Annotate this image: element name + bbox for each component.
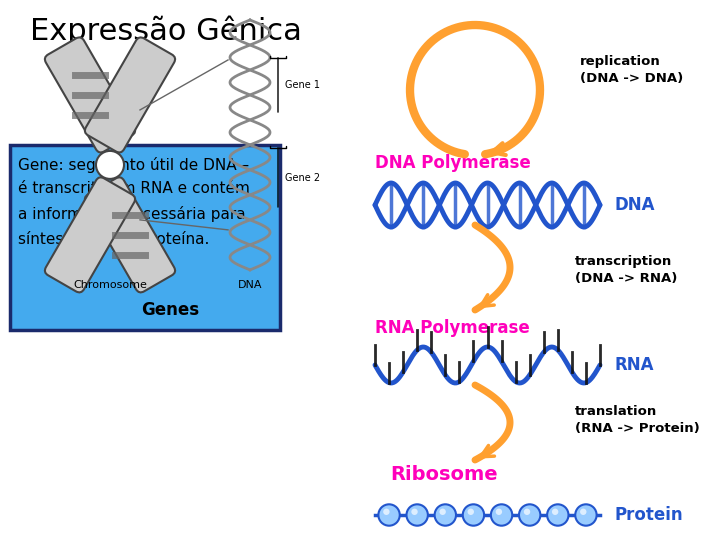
Circle shape: [552, 509, 558, 515]
Text: DNA: DNA: [615, 196, 655, 214]
Circle shape: [383, 509, 390, 515]
Text: DNA Polymerase: DNA Polymerase: [375, 154, 531, 172]
Text: transcription
(DNA -> RNA): transcription (DNA -> RNA): [575, 255, 678, 285]
Circle shape: [407, 504, 428, 525]
Text: Genes: Genes: [141, 301, 199, 319]
FancyBboxPatch shape: [45, 177, 135, 293]
FancyBboxPatch shape: [85, 37, 175, 152]
Circle shape: [467, 509, 474, 515]
Text: RNA: RNA: [615, 356, 654, 374]
Text: replication
(DNA -> DNA): replication (DNA -> DNA): [580, 55, 683, 85]
Text: Expressão Gênica: Expressão Gênica: [30, 15, 302, 45]
FancyBboxPatch shape: [85, 177, 175, 293]
Text: RNA Polymerase: RNA Polymerase: [375, 319, 530, 337]
Text: DNA: DNA: [238, 280, 262, 290]
FancyBboxPatch shape: [10, 145, 280, 330]
Circle shape: [519, 504, 541, 525]
Circle shape: [491, 504, 512, 525]
FancyBboxPatch shape: [45, 37, 135, 152]
Circle shape: [435, 504, 456, 525]
Circle shape: [547, 504, 569, 525]
Text: Ribosome: Ribosome: [390, 465, 498, 484]
Text: Chromosome: Chromosome: [73, 280, 147, 290]
Circle shape: [96, 151, 124, 179]
Circle shape: [439, 509, 446, 515]
Circle shape: [524, 509, 530, 515]
Text: Gene 2: Gene 2: [285, 173, 320, 183]
Circle shape: [575, 504, 597, 525]
Circle shape: [379, 504, 400, 525]
Circle shape: [580, 509, 587, 515]
Circle shape: [463, 504, 484, 525]
Text: Protein: Protein: [615, 506, 683, 524]
Text: Gene: segmento útil de DNA –
é transcrito em RNA e contém
a informação necessári: Gene: segmento útil de DNA – é transcrit…: [18, 157, 250, 247]
Circle shape: [495, 509, 502, 515]
Text: translation
(RNA -> Protein): translation (RNA -> Protein): [575, 405, 700, 435]
Circle shape: [411, 509, 418, 515]
Text: Gene 1: Gene 1: [285, 80, 320, 90]
